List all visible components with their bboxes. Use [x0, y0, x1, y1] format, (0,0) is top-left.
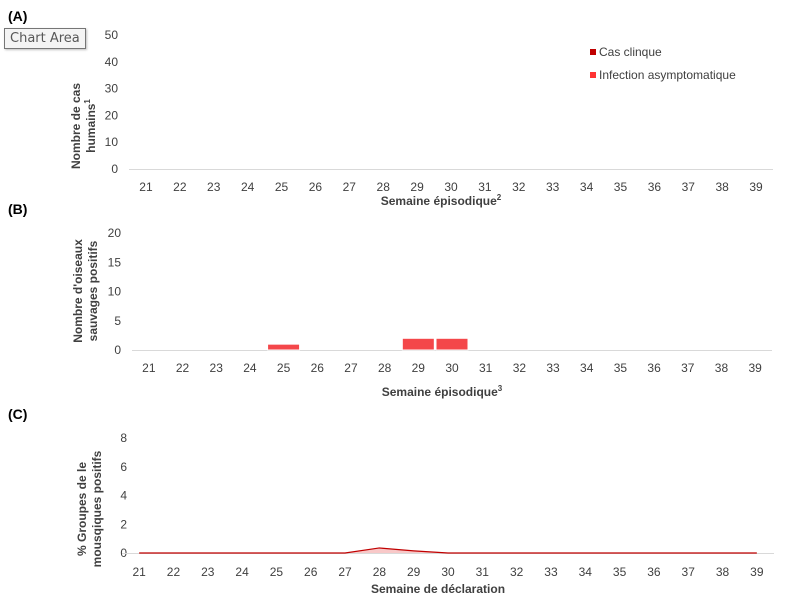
panel-b-xtick: 31	[479, 361, 493, 375]
panel-b-ytick: 15	[108, 255, 122, 269]
panel-c-ytick: 6	[120, 460, 127, 474]
panel-b-xtick: 39	[748, 361, 762, 375]
panel-a-xtick: 35	[614, 180, 628, 194]
panel-b-xtick: 32	[513, 361, 527, 375]
panel-c-xtick: 26	[304, 565, 318, 579]
panel-a-xtick: 36	[648, 180, 662, 194]
panel-c-area-fill	[139, 547, 757, 553]
panel-b-xtick: 33	[546, 361, 560, 375]
panel-c-xtick: 39	[750, 565, 764, 579]
panel-c-xtick: 36	[647, 565, 661, 579]
panel-a-ytick: 0	[111, 162, 118, 176]
panel-b-xtick: 21	[142, 361, 156, 375]
panel-b-xtick: 22	[176, 361, 190, 375]
panel-a-xtick: 34	[580, 180, 594, 194]
panel-c-y-title: % Groupes de lemousqiques positifs	[75, 450, 104, 567]
panel-a-x-title: Semaine épisodique2	[381, 193, 502, 208]
panel-c-ytick: 2	[120, 517, 127, 531]
panel-b-xtick: 38	[715, 361, 729, 375]
panel-a-ytick: 50	[105, 28, 119, 42]
panel-b-xtick: 25	[277, 361, 291, 375]
panel-a-xtick: 21	[139, 180, 153, 194]
panel-c-xtick: 28	[373, 565, 387, 579]
panel-c-xtick: 35	[613, 565, 627, 579]
panel-a-xtick: 39	[749, 180, 763, 194]
panel-a-ytick: 40	[105, 55, 119, 69]
panel-c-xtick: 34	[579, 565, 593, 579]
panel-c-xtick: 33	[544, 565, 558, 579]
panel-c-xtick: 27	[338, 565, 352, 579]
panel-b-xtick: 26	[311, 361, 325, 375]
panel-c-area-line	[139, 547, 757, 554]
panel-a-xtick: 38	[715, 180, 729, 194]
panel-b-xtick: 23	[210, 361, 224, 375]
panel-c-xtick: 29	[407, 565, 421, 579]
panel-b-ytick: 20	[108, 226, 122, 240]
panel-a-xtick: 31	[478, 180, 492, 194]
panel-c-xtick: 31	[476, 565, 490, 579]
panel-b-xtick: 37	[681, 361, 695, 375]
panel-b-xtick: 27	[344, 361, 358, 375]
panel-a-xtick: 28	[377, 180, 391, 194]
panel-c-x-title: Semaine de déclaration	[371, 582, 505, 596]
panel-b-xtick: 35	[614, 361, 628, 375]
panel-b-ytick: 0	[114, 343, 121, 357]
panel-b-xtick: 34	[580, 361, 594, 375]
panel-c-xtick: 30	[441, 565, 455, 579]
panel-c-ytick: 8	[120, 431, 127, 445]
panel-a-legend-swatch	[590, 49, 596, 55]
panel-b-xtick: 29	[412, 361, 426, 375]
panel-b-xtick: 36	[647, 361, 661, 375]
panel-b-bar	[401, 337, 435, 351]
chart-area-tooltip: Chart Area	[4, 28, 86, 49]
panel-a-xtick: 27	[343, 180, 357, 194]
panel-b-ytick: 5	[114, 314, 121, 328]
panel-c-xtick: 23	[201, 565, 215, 579]
panel-a-xtick: 26	[309, 180, 323, 194]
panel-c-xtick: 24	[235, 565, 249, 579]
panel-a-xtick: 24	[241, 180, 255, 194]
panel-c-label: (C)	[8, 406, 27, 422]
panel-a-xtick: 33	[546, 180, 560, 194]
panel-b-xtick: 28	[378, 361, 392, 375]
panel-a-xtick: 30	[444, 180, 458, 194]
panel-a-xtick: 25	[275, 180, 289, 194]
panel-a-label: (A)	[8, 8, 27, 24]
panel-b-y-title: Nombre d'oiseauxsauvages positifs	[71, 239, 100, 343]
panel-a-xtick: 23	[207, 180, 221, 194]
panel-c-xtick: 32	[510, 565, 524, 579]
panel-a-y-title: Nombre de cashumains1	[69, 83, 98, 169]
panel-a-xtick: 29	[410, 180, 424, 194]
panel-b-xtick: 24	[243, 361, 257, 375]
panel-b-xtick: 30	[445, 361, 459, 375]
panel-c-xtick: 38	[716, 565, 730, 579]
panel-b-label: (B)	[8, 201, 27, 217]
panel-a-ytick: 10	[105, 135, 119, 149]
panel-a-legend-label: Cas clinque	[599, 45, 662, 59]
panel-b-bar	[435, 337, 469, 351]
panel-a-xtick: 22	[173, 180, 187, 194]
panel-c-ytick: 4	[120, 489, 127, 503]
panel-b-ytick: 10	[108, 285, 122, 299]
panel-b-bar	[267, 343, 301, 351]
panel-a-ytick: 20	[105, 108, 119, 122]
panel-c-xtick: 22	[167, 565, 181, 579]
panel-c-xtick: 21	[132, 565, 146, 579]
panel-a-legend-swatch	[590, 72, 596, 78]
panel-b-x-title: Semaine épisodique3	[382, 384, 503, 399]
panel-c-xtick: 25	[270, 565, 284, 579]
panel-a-legend-label: Infection asymptomatique	[599, 68, 736, 82]
panel-a-xtick: 32	[512, 180, 526, 194]
panel-a-xtick: 37	[682, 180, 696, 194]
panel-a-ytick: 30	[105, 82, 119, 96]
panel-c-xtick: 37	[682, 565, 696, 579]
